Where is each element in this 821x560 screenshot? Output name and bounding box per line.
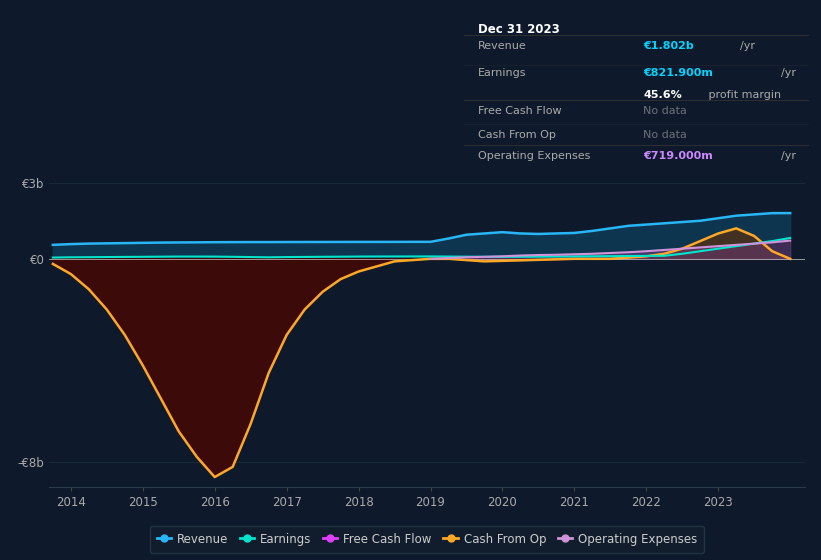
Text: €719.000m: €719.000m: [643, 151, 713, 161]
Text: profit margin: profit margin: [705, 90, 782, 100]
Text: /yr: /yr: [781, 68, 796, 78]
Text: No data: No data: [643, 130, 687, 140]
Text: 45.6%: 45.6%: [643, 90, 682, 100]
Text: Free Cash Flow: Free Cash Flow: [478, 106, 562, 116]
Text: €1.802b: €1.802b: [643, 41, 694, 51]
Text: Dec 31 2023: Dec 31 2023: [478, 23, 559, 36]
Text: Cash From Op: Cash From Op: [478, 130, 556, 140]
Text: /yr: /yr: [781, 151, 796, 161]
Text: /yr: /yr: [740, 41, 754, 51]
Text: Operating Expenses: Operating Expenses: [478, 151, 590, 161]
Text: €821.900m: €821.900m: [643, 68, 713, 78]
Text: Earnings: Earnings: [478, 68, 526, 78]
Text: No data: No data: [643, 106, 687, 116]
Legend: Revenue, Earnings, Free Cash Flow, Cash From Op, Operating Expenses: Revenue, Earnings, Free Cash Flow, Cash …: [149, 526, 704, 553]
Text: Revenue: Revenue: [478, 41, 526, 51]
